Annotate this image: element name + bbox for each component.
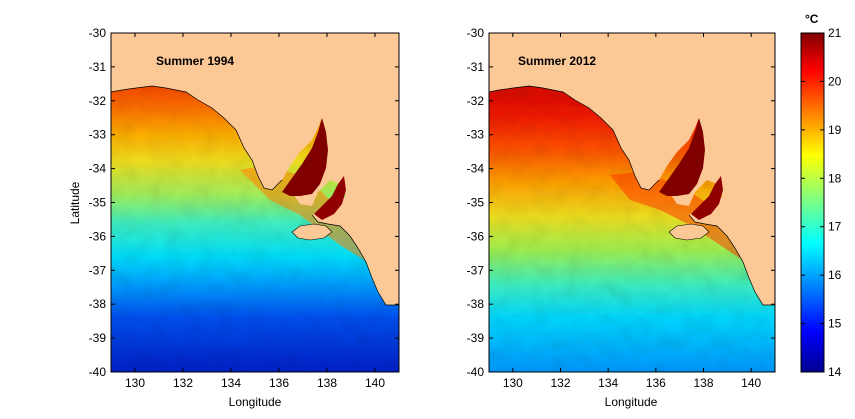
colorbar-tick-label: 21	[828, 26, 842, 40]
x-tick-label: 138	[317, 376, 337, 390]
y-ticks-1: -30 -31 -32 -33 -34 -35 -36 -37 -38 -39 -40	[89, 26, 399, 379]
colorbar-tick-label: 14	[828, 365, 842, 379]
y-tick-label: -40	[89, 365, 107, 379]
coastal-warm-water-1	[240, 165, 372, 265]
x-tick-label: 136	[269, 376, 289, 390]
colorbar-tick-label: 19	[828, 123, 842, 137]
y-tick-label: -30	[89, 26, 107, 40]
y-tick-label: -36	[89, 229, 107, 243]
coastline-east-1	[311, 214, 399, 306]
land-mass-1	[111, 33, 399, 305]
y-tick-label: -37	[467, 263, 485, 277]
y-tick-label: -35	[89, 196, 107, 210]
y-tick-label: -37	[89, 263, 107, 277]
y-tick-label: -38	[467, 297, 485, 311]
panel-title-2: Summer 2012	[518, 54, 596, 68]
colorbar-unit: °C	[805, 12, 819, 26]
x-tick-label: 138	[693, 376, 713, 390]
x-tick-label: 134	[598, 376, 618, 390]
x-tick-label: 140	[741, 376, 761, 390]
y-ticks-2: -30 -31 -32 -33 -34 -35 -36 -37 -38 -39 -40	[467, 26, 775, 379]
y-tick-label: -38	[89, 297, 107, 311]
x-ticks-2: 130 132 134 136 138 140	[503, 33, 761, 390]
y-tick-label: -39	[467, 331, 485, 345]
y-tick-label: -33	[467, 128, 485, 142]
x-tick-label: 136	[646, 376, 666, 390]
y-tick-label: -33	[89, 128, 107, 142]
land-mass-2	[489, 33, 775, 305]
y-tick-label: -32	[467, 94, 485, 108]
map-panel-1: Summer 1994 130 132 134 136 138 140 -30 -31 -32…	[68, 26, 400, 409]
x-tick-label: 134	[221, 376, 241, 390]
colorbar-tick-label: 16	[828, 268, 842, 282]
y-tick-label: -34	[89, 162, 107, 176]
x-axis-label-2: Longitude	[605, 395, 658, 409]
x-ticks-1: 130 132 134 136 138 140	[125, 33, 385, 390]
colorbar-tick-label: 18	[828, 171, 842, 185]
y-tick-label: -31	[89, 60, 107, 74]
kangaroo-island-2	[668, 223, 710, 241]
y-tick-label: -40	[467, 365, 485, 379]
colorbar: °C 21 20 19 18 17 16 15 14	[800, 12, 842, 379]
x-tick-label: 132	[173, 376, 193, 390]
y-tick-label: -31	[467, 60, 485, 74]
coastline-1	[110, 85, 283, 191]
x-tick-label: 132	[550, 376, 570, 390]
y-tick-label: -39	[89, 331, 107, 345]
kangaroo-island-1	[291, 223, 333, 241]
map-panel-2: Summer 2012 130 132 134 136 138 140 -30 -31 -32…	[467, 26, 776, 409]
colorbar-tick-label: 15	[828, 317, 842, 331]
x-axis-label-1: Longitude	[229, 395, 282, 409]
coastal-warm-water-2	[610, 172, 750, 265]
y-tick-label: -30	[467, 26, 485, 40]
x-tick-label: 130	[125, 376, 145, 390]
colorbar-tick-label: 20	[828, 74, 842, 88]
y-tick-label: -36	[467, 229, 485, 243]
y-tick-label: -32	[89, 94, 107, 108]
y-tick-label: -34	[467, 162, 485, 176]
colorbar-gradient	[800, 32, 825, 373]
coastline-2	[488, 85, 660, 191]
gulf-st-vincent-2	[691, 176, 723, 220]
gulf-st-vincent-1	[314, 176, 346, 220]
coastline-east-2	[688, 214, 775, 306]
colorbar-ticks: 21 20 19 18 17 16 15 14	[801, 26, 842, 379]
x-tick-label: 130	[503, 376, 523, 390]
panel-title-1: Summer 1994	[156, 54, 234, 68]
y-tick-label: -35	[467, 196, 485, 210]
spencer-gulf-1	[282, 118, 328, 196]
colorbar-tick-label: 17	[828, 220, 842, 234]
y-axis-label-1: Latitude	[68, 181, 82, 224]
x-tick-label: 140	[365, 376, 385, 390]
spencer-gulf-2	[659, 118, 705, 196]
